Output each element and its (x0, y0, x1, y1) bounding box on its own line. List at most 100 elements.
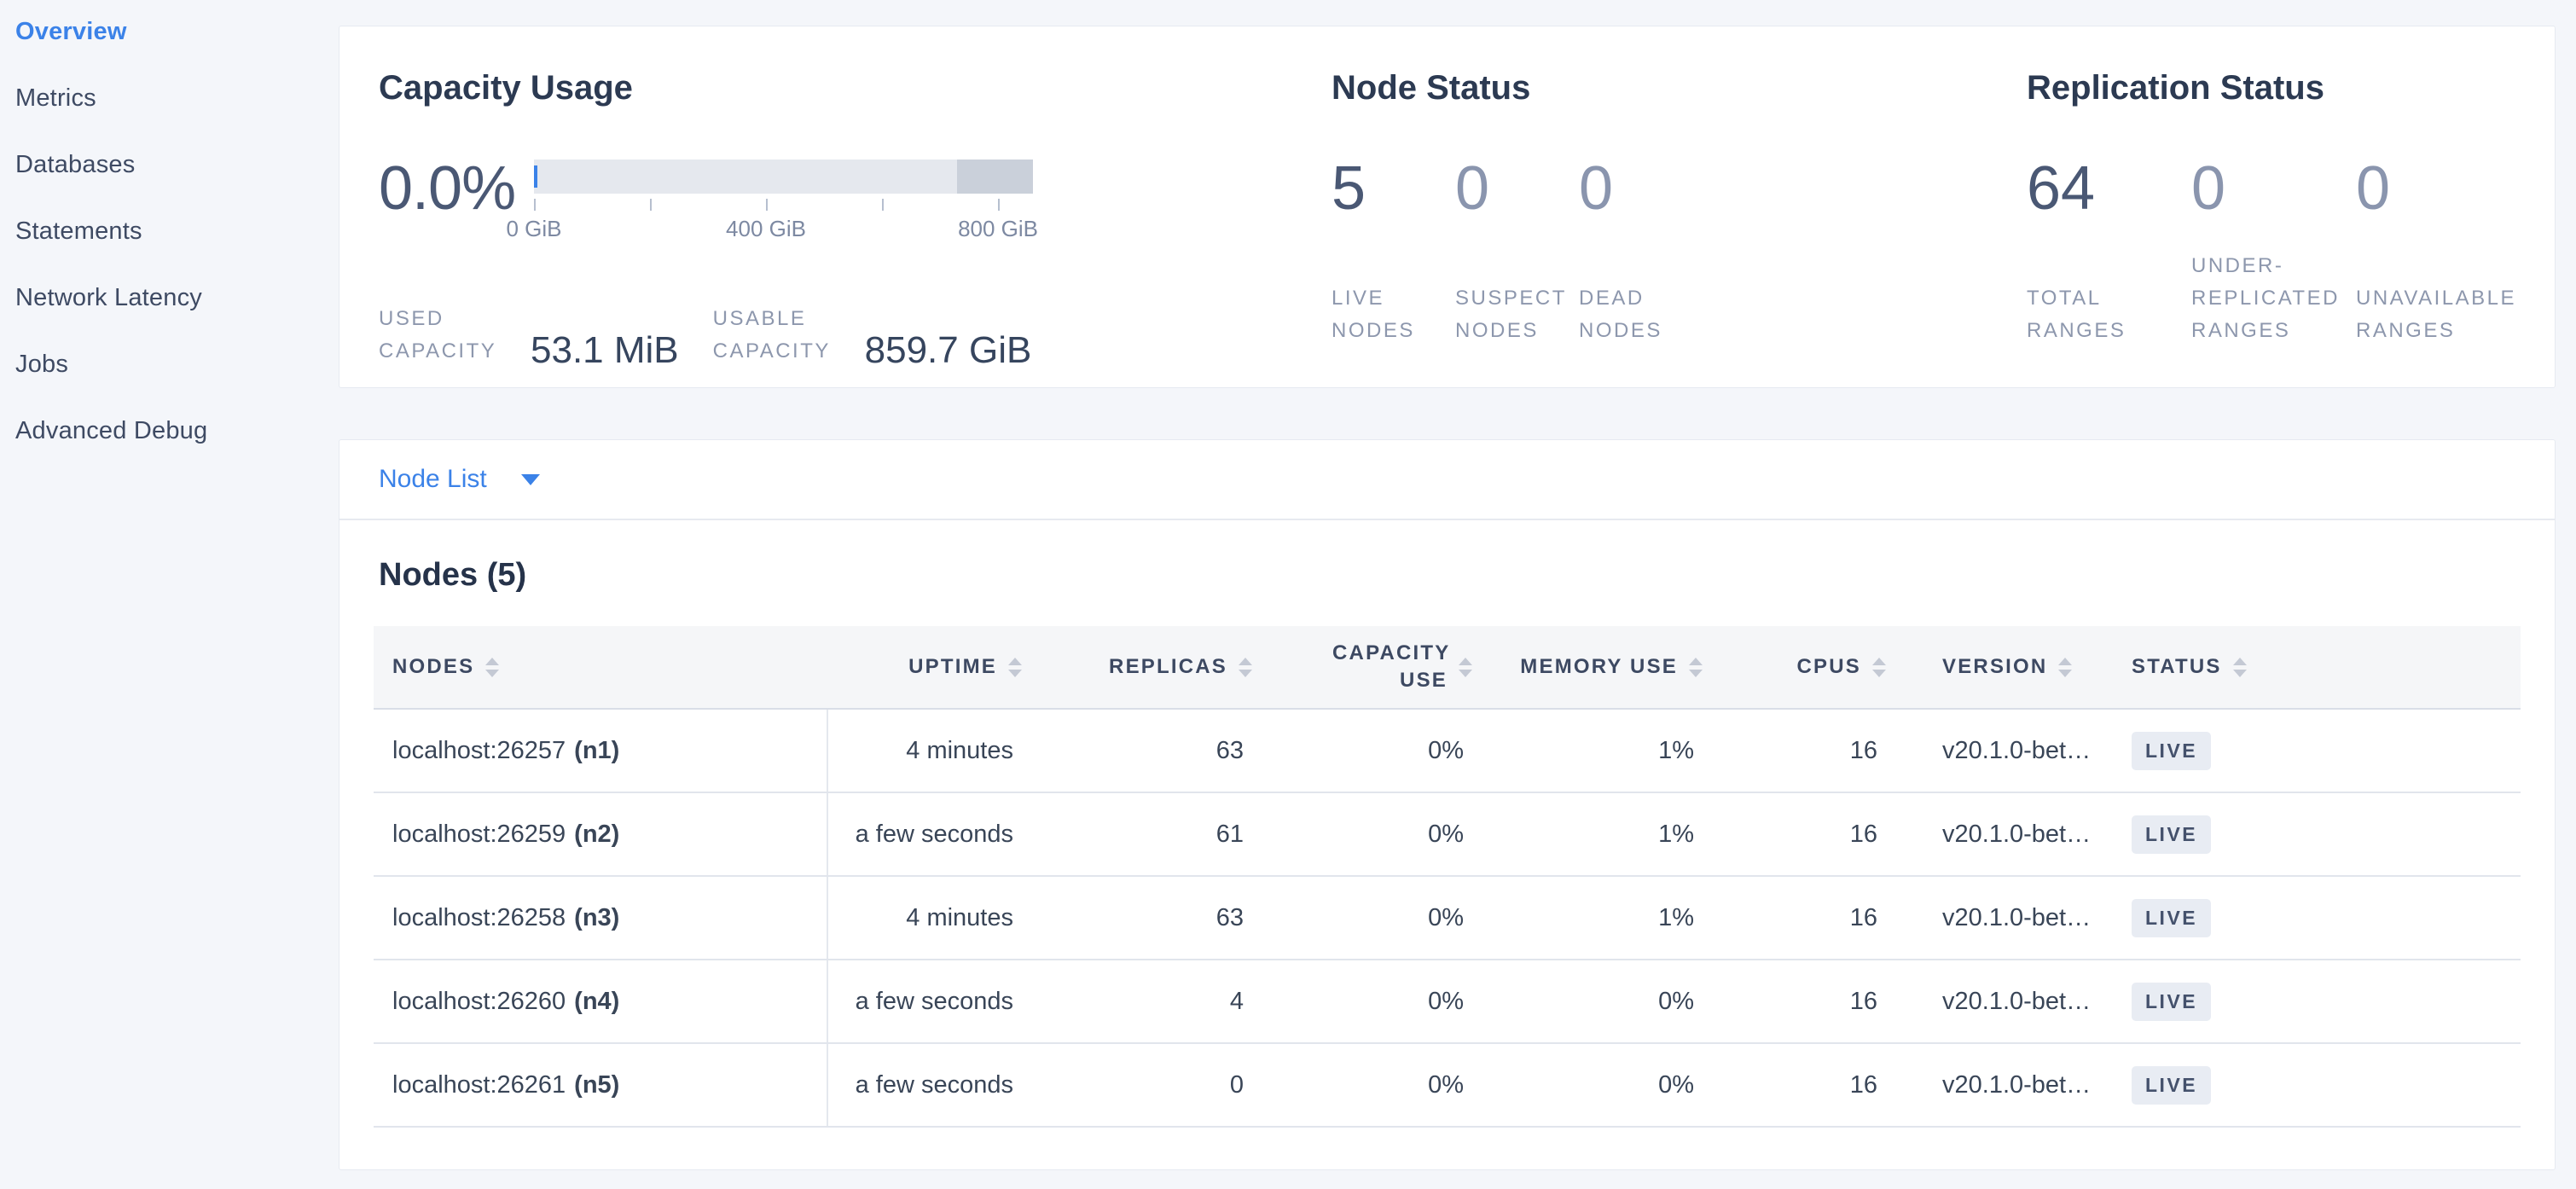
column-header-version[interactable]: Version (1896, 626, 2118, 708)
node-id: (n3) (574, 903, 620, 931)
memory-use-cell: 1% (1658, 903, 1694, 931)
status-badge: LIVE (2132, 1065, 2212, 1105)
column-header-label: Replicas (1109, 655, 1227, 678)
live-nodes-stat: 5 Live Nodes (1332, 158, 1455, 347)
capacity-axis-labels: 0 GiB 400 GiB 800 GiB (506, 216, 1038, 241)
dead-nodes-value: 0 (1579, 154, 1614, 223)
capacity-bar-chart: 0 GiB 400 GiB 800 GiB (506, 158, 1038, 241)
table-row-node-3[interactable]: localhost:26258 (n3) 4 minutes 63 0% 1% … (374, 877, 2521, 960)
under-replicated-ranges-stat: 0 Under-Replicated Ranges (2191, 158, 2356, 347)
node-address-cell[interactable]: localhost:26260 (n4) (374, 960, 828, 1042)
replicas-cell: 0 (1229, 1070, 1244, 1099)
sidebar-item-jobs[interactable]: Jobs (15, 351, 69, 378)
node-address-cell[interactable]: localhost:26258 (n3) (374, 877, 828, 959)
capacity-use-cell: 0% (1428, 736, 1464, 764)
usable-capacity-label: Usable Capacity (712, 307, 831, 362)
used-capacity-label: Used Capacity (379, 307, 497, 362)
sort-icon (2232, 657, 2247, 677)
table-row-node-2[interactable]: localhost:26259 (n2) a few seconds 61 0%… (374, 793, 2521, 877)
column-header-capacity-use[interactable]: Capacity Use (1262, 626, 1482, 708)
axis-tick (766, 199, 769, 211)
sidebar-item-metrics[interactable]: Metrics (15, 84, 96, 112)
status-cell: LIVE (2118, 710, 2521, 792)
axis-tick (882, 199, 885, 211)
unavailable-ranges-value: 0 (2356, 154, 2391, 223)
axis-tick (534, 199, 536, 211)
node-id: (n1) (574, 736, 620, 764)
suspect-nodes-label: Suspect Nodes (1455, 287, 1567, 342)
status-badge: LIVE (2132, 731, 2212, 770)
capacity-axis (534, 197, 1033, 211)
cpus-cell: 16 (1849, 903, 1877, 931)
live-nodes-label: Live Nodes (1332, 287, 1415, 342)
node-id: (n5) (574, 1070, 620, 1099)
replication-status-section: Replication Status 64 Total Ranges 0 Und… (2027, 67, 2555, 387)
sidebar-item-databases[interactable]: Databases (15, 151, 136, 178)
replicas-cell: 61 (1215, 820, 1244, 848)
column-header-label: Status (2132, 655, 2222, 678)
node-status-title: Node Status (1332, 69, 1531, 107)
uptime-cell: 4 minutes (906, 736, 1013, 764)
table-row-node-1[interactable]: localhost:26257 (n1) 4 minutes 63 0% 1% … (374, 710, 2521, 793)
cpus-cell: 16 (1849, 820, 1877, 848)
column-header-replicas[interactable]: Replicas (1032, 626, 1262, 708)
node-list-dropdown[interactable]: Node List (339, 440, 2555, 520)
capacity-use-cell: 0% (1428, 1070, 1464, 1099)
status-cell: LIVE (2118, 877, 2521, 959)
node-address-cell[interactable]: localhost:26257 (n1) (374, 710, 828, 792)
column-header-label: Version (1942, 655, 2048, 678)
capacity-chart-row: 0.0% (379, 158, 1332, 241)
table-row-node-5[interactable]: localhost:26261 (n5) a few seconds 0 0% … (374, 1044, 2521, 1128)
sidebar-item-network-latency[interactable]: Network Latency (15, 284, 202, 311)
axis-tick (650, 199, 653, 211)
sort-icon (1689, 657, 1703, 677)
uptime-cell: a few seconds (855, 987, 1013, 1015)
uptime-cell: 4 minutes (906, 903, 1013, 931)
status-cell: LIVE (2118, 793, 2521, 875)
axis-label: 800 GiB (958, 216, 1039, 241)
replication-status-title: Replication Status (2027, 69, 2324, 107)
sort-icon (1239, 657, 1252, 677)
dead-nodes-label: Dead Nodes (1579, 287, 1662, 342)
node-address-cell[interactable]: localhost:26259 (n2) (374, 793, 828, 875)
cluster-summary-card: Capacity Usage 0.0% (339, 26, 2556, 388)
table-row-node-4[interactable]: localhost:26260 (n4) a few seconds 4 0% … (374, 960, 2521, 1044)
node-address-cell[interactable]: localhost:26261 (n5) (374, 1044, 828, 1126)
usable-capacity-value: 859.7 GiB (864, 329, 1032, 371)
cpus-cell: 16 (1849, 736, 1877, 764)
uptime-cell: a few seconds (855, 820, 1013, 848)
column-header-status[interactable]: Status (2118, 626, 2521, 708)
nodes-count-heading: Nodes (5) (379, 557, 527, 593)
usable-capacity-stat: Usable Capacity 859.7 GiB (712, 303, 1032, 371)
capacity-stats: Used Capacity 53.1 MiB Usable Capacity 8… (379, 303, 1332, 371)
column-header-cpus[interactable]: CPUs (1713, 626, 1896, 708)
live-nodes-value: 5 (1332, 154, 1366, 223)
node-address: localhost:26257 (392, 736, 566, 764)
sidebar-item-statements[interactable]: Statements (15, 218, 142, 245)
capacity-percent: 0.0% (379, 154, 516, 223)
suspect-nodes-value: 0 (1455, 154, 1490, 223)
unavailable-ranges-label: Unavailable Ranges (2356, 287, 2517, 342)
version-cell: v20.1.0-bet… (1942, 736, 2092, 764)
version-cell: v20.1.0-bet… (1942, 1070, 2092, 1099)
cpus-cell: 16 (1849, 1070, 1877, 1099)
status-badge: LIVE (2132, 815, 2212, 854)
node-status-stats: 5 Live Nodes 0 Suspect Nodes 0 Dead Node… (1332, 158, 2027, 347)
column-header-uptime[interactable]: Uptime (828, 626, 1032, 708)
node-id: (n2) (574, 820, 620, 848)
chevron-down-icon (520, 473, 540, 485)
version-cell: v20.1.0-bet… (1942, 903, 2092, 931)
column-header-nodes[interactable]: Nodes (374, 626, 828, 708)
column-header-memory-use[interactable]: Memory Use (1482, 626, 1713, 708)
sidebar-item-overview[interactable]: Overview (15, 18, 127, 45)
axis-label: 0 GiB (506, 216, 562, 241)
capacity-use-cell: 0% (1428, 820, 1464, 848)
sidebar-item-advanced-debug[interactable]: Advanced Debug (15, 417, 208, 444)
sort-icon (1008, 657, 1022, 677)
unavailable-ranges-stat: 0 Unavailable Ranges (2356, 158, 2521, 347)
capacity-bar-other-usage (957, 160, 1033, 194)
nodes-table-header: Nodes Uptime Replicas Capacity Use (374, 626, 2521, 710)
replicas-cell: 63 (1215, 736, 1244, 764)
suspect-nodes-stat: 0 Suspect Nodes (1455, 158, 1579, 347)
